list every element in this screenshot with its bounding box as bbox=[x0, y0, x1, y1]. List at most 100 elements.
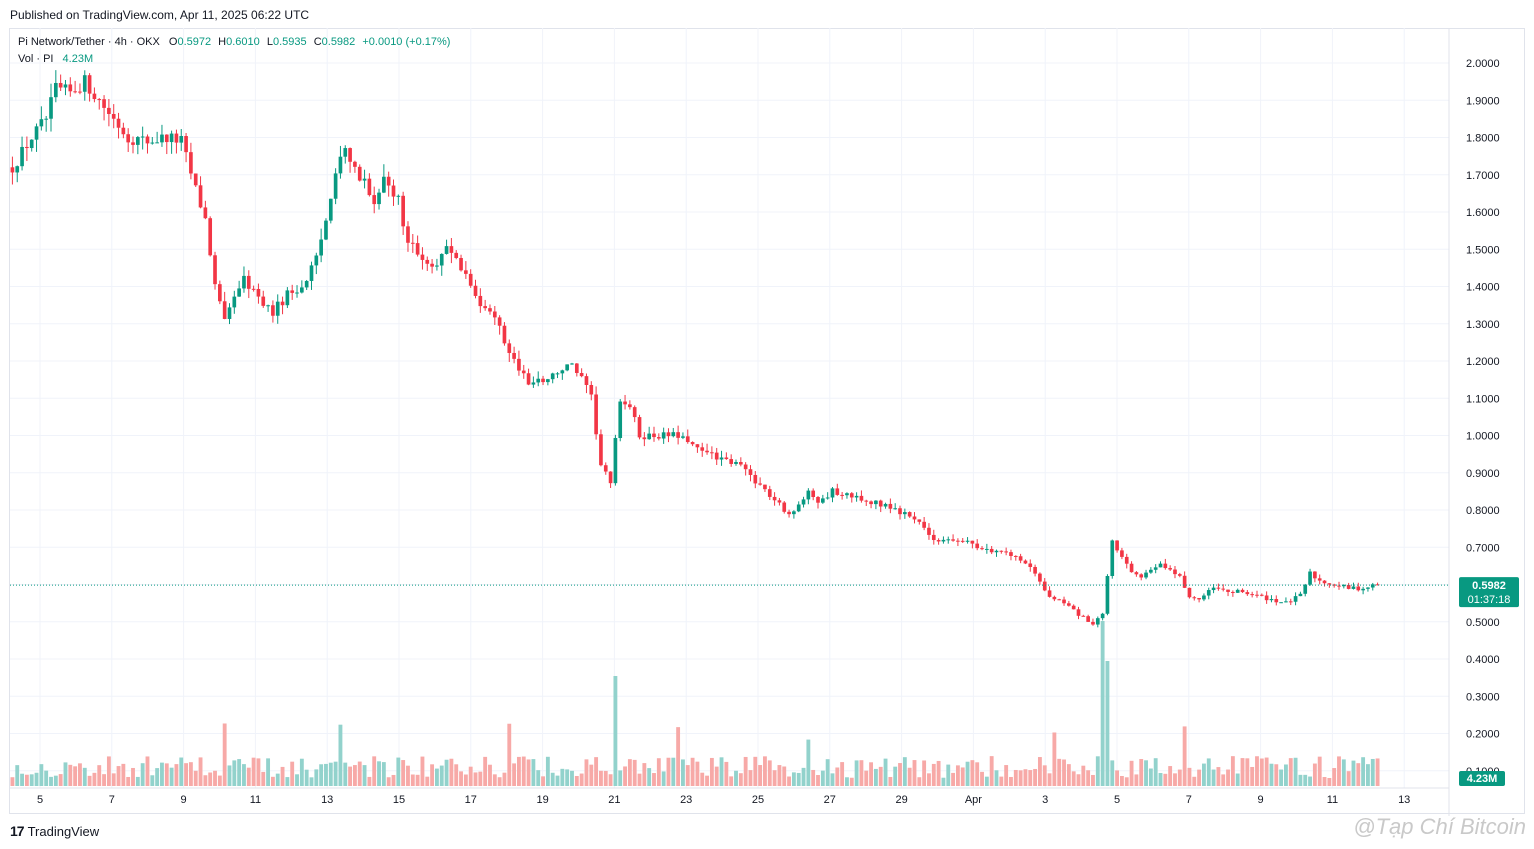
volume-bar bbox=[463, 774, 468, 786]
volume-bar bbox=[1370, 758, 1375, 786]
candle-body bbox=[550, 373, 555, 380]
volume-bar bbox=[449, 758, 454, 786]
volume-bar bbox=[362, 765, 367, 786]
volume-bar bbox=[878, 766, 883, 786]
volume-bar bbox=[507, 723, 512, 786]
x-tick-label: 25 bbox=[752, 794, 764, 806]
volume-bar bbox=[999, 776, 1004, 786]
volume-bar bbox=[473, 772, 478, 786]
candle-body bbox=[888, 503, 893, 509]
candle-body bbox=[319, 239, 323, 256]
volume-bar bbox=[840, 762, 845, 786]
candle-body bbox=[348, 148, 352, 162]
tradingview-logo[interactable]: 17 TradingView bbox=[10, 823, 99, 839]
volume-bar bbox=[632, 759, 637, 786]
candle-body bbox=[1216, 587, 1221, 589]
candle-body bbox=[628, 404, 632, 408]
candle-body bbox=[1356, 586, 1361, 591]
volume-bar bbox=[907, 767, 912, 786]
volume-bar bbox=[270, 776, 275, 786]
volume-bar bbox=[1047, 773, 1052, 786]
volume-bar bbox=[290, 761, 295, 786]
candle-body bbox=[1062, 599, 1066, 604]
volume-bar bbox=[806, 739, 811, 786]
low-label: L bbox=[266, 36, 273, 48]
candle-body bbox=[994, 550, 999, 553]
volume-bar bbox=[941, 777, 946, 786]
volume-bar bbox=[801, 767, 806, 786]
candle-body bbox=[131, 142, 135, 145]
volume-bar bbox=[845, 777, 849, 786]
volume-bar bbox=[579, 773, 584, 786]
candle-body bbox=[97, 99, 102, 101]
candle-body bbox=[1206, 590, 1211, 596]
volume-bar bbox=[309, 777, 314, 786]
candle-body bbox=[1023, 560, 1028, 564]
candle-body bbox=[1269, 599, 1274, 601]
candle-body bbox=[531, 382, 536, 385]
candle-body bbox=[1028, 563, 1033, 567]
volume-bar bbox=[912, 760, 917, 786]
close-value: 0.5982 bbox=[321, 36, 356, 48]
candle-body bbox=[637, 417, 642, 438]
volume-label[interactable]: Vol · PI bbox=[18, 53, 54, 65]
volume-bar bbox=[613, 676, 618, 786]
volume-bar bbox=[825, 759, 830, 786]
candle-body bbox=[965, 540, 970, 542]
volume-bar bbox=[10, 777, 15, 786]
volume-bar bbox=[116, 766, 121, 786]
candle-body bbox=[903, 512, 907, 515]
candle-body bbox=[145, 136, 150, 144]
y-tick-label: 1.3000 bbox=[1466, 319, 1500, 331]
candle-body bbox=[218, 284, 222, 302]
candle-body bbox=[941, 539, 946, 542]
volume-bar bbox=[49, 776, 53, 786]
candle-body bbox=[1264, 595, 1269, 601]
candle-body bbox=[912, 516, 917, 520]
candle-body bbox=[584, 376, 589, 385]
candle-body bbox=[816, 497, 820, 503]
candle-body bbox=[960, 540, 965, 542]
symbol-title[interactable]: Pi Network/Tether · 4h · OKX bbox=[18, 36, 160, 48]
y-tick-label: 0.2000 bbox=[1466, 729, 1500, 741]
price-chart[interactable]: 2.0000 1.9000 1.8000 1.7000 1.6000 1.5000 1.40… bbox=[0, 0, 1534, 816]
volume-bar bbox=[164, 763, 169, 786]
volume-bar bbox=[1105, 661, 1110, 786]
volume-bar bbox=[261, 771, 266, 786]
volume-bar bbox=[656, 758, 661, 786]
candle-body bbox=[328, 198, 333, 221]
candle-body bbox=[570, 363, 574, 365]
volume-bar bbox=[217, 775, 222, 786]
candle-body bbox=[246, 275, 251, 289]
volume-bar bbox=[931, 763, 936, 786]
volume-bar bbox=[584, 759, 589, 786]
volume-bar bbox=[227, 765, 232, 786]
candle-body bbox=[304, 280, 309, 288]
candle-body bbox=[150, 142, 155, 144]
candle-body bbox=[705, 450, 709, 453]
volume-bar bbox=[574, 776, 579, 786]
candle-body bbox=[661, 432, 666, 439]
volume-bar bbox=[251, 757, 256, 786]
volume-bar bbox=[1148, 768, 1153, 786]
candle-body bbox=[936, 540, 941, 542]
volume-bar bbox=[796, 772, 801, 786]
volume-bar bbox=[729, 776, 734, 786]
candle-body bbox=[121, 127, 126, 135]
candle-body bbox=[415, 243, 420, 255]
candle-body bbox=[1187, 587, 1192, 598]
x-tick-label: 11 bbox=[250, 794, 261, 806]
volume-bar bbox=[989, 756, 994, 786]
candle-body bbox=[893, 508, 898, 510]
volume-bar bbox=[145, 756, 150, 786]
volume-bar bbox=[314, 769, 319, 786]
volume-bar bbox=[246, 767, 251, 786]
volume-bar bbox=[106, 756, 111, 786]
volume-bar bbox=[150, 775, 155, 786]
candle-body bbox=[1255, 594, 1259, 596]
volume-bar bbox=[1221, 774, 1226, 786]
volume-bar bbox=[1361, 757, 1366, 786]
volume-bar bbox=[425, 776, 430, 786]
volume-bar bbox=[502, 772, 507, 786]
volume-bar bbox=[811, 769, 816, 786]
